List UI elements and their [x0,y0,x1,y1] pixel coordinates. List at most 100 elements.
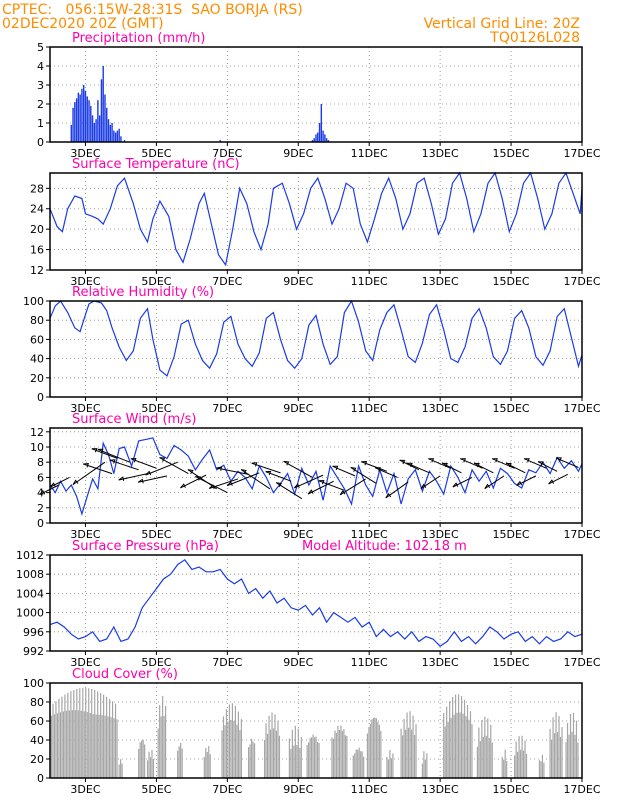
precip-bar [74,102,76,142]
wind-arrow-head [428,458,435,463]
precip-bar [325,138,328,142]
cloud-bar [300,736,302,778]
wind-arrow [523,458,547,469]
cloud-bar [415,724,417,778]
cloud-bar [148,751,150,778]
precip-bar [84,90,87,142]
precip-bar [86,96,88,142]
header-model: TQ0126L028 [489,30,580,46]
wind-arrow-head [83,463,90,468]
cloud-bar [375,718,377,778]
cloud-bar [331,737,333,778]
cloud-bar [490,724,492,778]
wind-arrow-head [350,467,357,472]
wind-arrow-head [460,458,467,463]
cloud-bar [346,735,348,778]
panel-frame [49,300,583,398]
cloud-bar [338,729,341,778]
cloud-bar [413,735,416,778]
cloud-bar [104,715,106,778]
y-tick-label: 992 [23,645,44,658]
cloud-bar [476,746,478,778]
wind-arrow [374,467,398,478]
cloud-bar [224,725,226,778]
panel-wind: 0 2 4 6 8 10 12 3DEC 5DEC 7DEC 9DEC 11DEC 13DEC 15DEC… [30,412,601,541]
y-tick-label: 6 [37,471,44,484]
cloud-bar [233,721,235,778]
cloud-bar [524,740,526,778]
x-tick-label: 3DEC [70,528,100,541]
wind-arrow [240,469,271,490]
wind-arrow-head [216,466,223,471]
y-tick-label: 40 [30,734,44,747]
cloud-bar [77,710,79,778]
x-tick-label: 15DEC [493,147,530,160]
wind-arrow-head [537,461,544,466]
cloud-bar [272,728,275,778]
cloud-bar [64,694,66,778]
cloud-bar [101,715,103,778]
precip-bar [114,132,117,142]
cloud-bar [465,716,467,778]
cloud-bar [354,753,356,778]
panel-title: Precipitation (mm/h) [72,31,205,46]
cloud-bar [400,728,402,778]
wind-arrow-head [145,470,152,476]
cloud-bar [271,712,273,778]
cloud-bar [203,757,205,778]
cloud-bar [55,701,57,778]
cloud-bar [103,694,105,778]
precip-bar [98,115,101,142]
y-tick-label: 4 [37,487,44,500]
cloud-bar [159,705,161,778]
cloud-bar [482,737,484,778]
cloud-bar [209,754,211,778]
cloud-bar [377,721,379,778]
wind-arrow [283,460,313,478]
cloud-bar [357,749,359,778]
y-tick-label: 12 [30,264,44,277]
y-tick-label: 0 [37,391,44,404]
wind-arrow-head [484,483,491,489]
cloud-bar [234,705,237,778]
cloud-bar [275,730,278,778]
panel-pressure: 992 996 1000 1004 1008 1012 3DEC 5DEC 7DEC 9DEC 11… [16,539,601,669]
y-tick-label: 16 [30,244,44,257]
cloud-bar [426,753,428,778]
cloud-bar [146,760,149,778]
cloud-bar [291,729,293,778]
cloud-bar [501,756,503,778]
wind-arrow-head [91,448,98,453]
wind-arrow-head [226,481,233,486]
cloud-bar [341,730,343,778]
cloud-bar [113,718,115,778]
cloud-bar [165,705,167,778]
panel-frame [49,682,583,779]
panel-title: Cloud Cover (%) [72,667,178,682]
precip-bar [93,123,96,142]
y-tick-label: 4 [37,60,44,73]
wind-arrow-head [109,459,116,464]
cloud-bar [387,759,390,778]
cloud-bar [253,743,256,778]
x-tick-label: 7DEC [212,147,242,160]
cloud-bar [423,751,425,778]
wind-arrow-head [39,489,46,495]
cloud-bar [525,754,528,778]
cloud-bar [466,705,469,778]
precip-bar [81,88,83,142]
x-tick-label: 17DEC [563,147,600,160]
cloud-bar [344,735,346,778]
cloud-bar [488,737,490,778]
y-tick-label: 2 [37,98,44,111]
wind-arrow-head [49,482,56,488]
precip-bar [118,128,120,142]
cloud-bar [160,716,162,778]
wind-arrow-head [399,459,406,465]
cloud-bar [277,720,279,778]
cloud-bar [249,744,251,778]
cloud-bar [318,743,320,778]
y-tick-label: 1008 [16,568,44,581]
wind-arrow-head [283,460,290,466]
wind-arrow [460,458,483,469]
